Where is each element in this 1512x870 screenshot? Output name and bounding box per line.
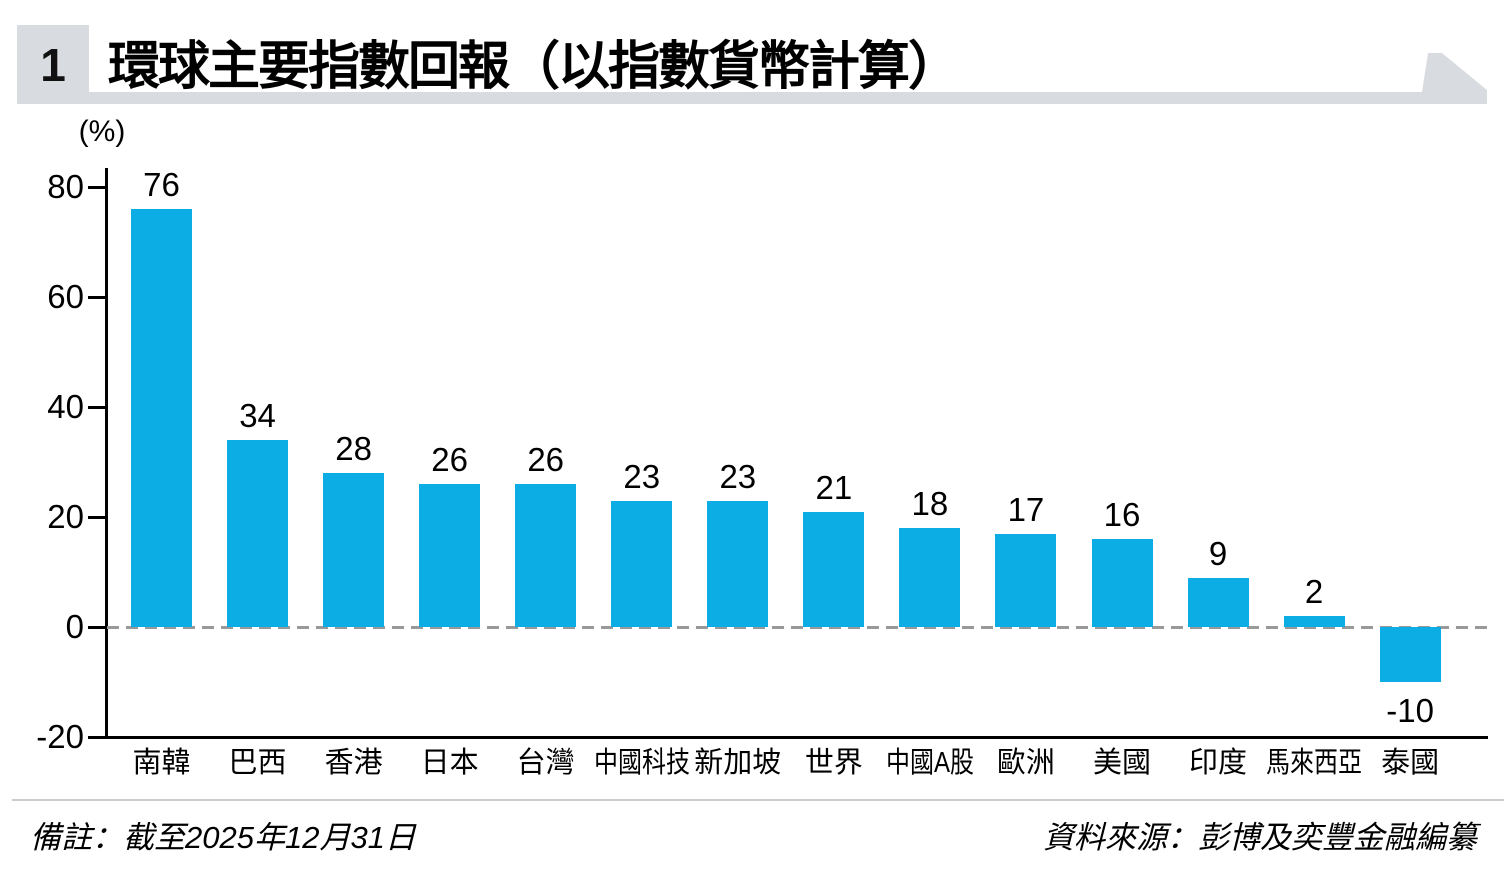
header-underline-band — [17, 92, 1430, 104]
bar-6 — [707, 500, 769, 627]
bar-value-label-13: -10 — [1386, 692, 1434, 729]
y-tick-label-60: 60 — [47, 278, 84, 315]
y-tick-label-0: 0 — [65, 608, 84, 645]
bar-value-label-3: 26 — [431, 441, 468, 478]
bar-value-label-5: 23 — [623, 457, 661, 495]
bar-9 — [995, 533, 1057, 627]
bar-value-label-12: 2 — [1304, 573, 1324, 610]
bar-category-label-6: 新加坡 — [694, 747, 782, 779]
figure-number: 1 — [40, 38, 66, 91]
x-axis-line — [88, 736, 1488, 739]
footer-divider — [12, 799, 1504, 801]
y-tick-mark-0 — [88, 625, 107, 629]
bar-category-label-10: 美國 — [1092, 747, 1151, 779]
bar-category-label-5: 中國科技 — [593, 747, 690, 779]
bar-3 — [419, 484, 481, 627]
bar-value-label-4: 26 — [527, 441, 565, 478]
bar-value-label-9: 17 — [1007, 490, 1045, 528]
y-tick-label-20: 20 — [47, 498, 84, 535]
y-tick-mark-60 — [88, 295, 107, 299]
bar-value-label-0: 76 — [143, 166, 180, 203]
bar-category-label-8: 中國A股 — [885, 747, 974, 779]
chart-title: 環球主要指數回報（以指數貨幣計算） — [108, 38, 960, 96]
y-tick-label--20: -20 — [36, 718, 84, 755]
y-tick-mark-80 — [88, 185, 107, 189]
y-tick-mark-20 — [88, 515, 107, 519]
bar-8 — [899, 528, 961, 627]
bar-4 — [515, 484, 577, 627]
bar-category-label-4: 台灣 — [516, 747, 575, 779]
y-tick-label-40: 40 — [47, 388, 84, 425]
bar-category-label-13: 泰國 — [1381, 747, 1440, 779]
zero-baseline-dashed-line — [107, 626, 1488, 629]
bar-12 — [1283, 616, 1345, 627]
y-axis-line — [105, 168, 108, 737]
y-axis-unit-label: (%) — [78, 115, 126, 148]
footer-note: 備註：截至2025年12月31日 — [30, 820, 416, 855]
bar-10 — [1091, 539, 1153, 627]
bar-category-label-0: 南韓 — [132, 747, 191, 779]
bar-category-label-3: 日本 — [420, 747, 479, 779]
bar-category-label-9: 歐洲 — [996, 747, 1055, 779]
footer-source: 資料來源：彭博及奕豐金融編纂 — [1043, 820, 1477, 855]
bar-category-label-2: 香港 — [324, 747, 383, 779]
bar-category-label-7: 世界 — [804, 747, 863, 779]
bar-1 — [227, 440, 289, 627]
bar-category-label-11: 印度 — [1189, 747, 1248, 779]
bar-value-label-10: 16 — [1103, 496, 1141, 533]
bar-value-label-6: 23 — [719, 457, 757, 495]
bar-category-label-1: 巴西 — [228, 747, 287, 779]
bar-value-label-1: 34 — [239, 397, 276, 434]
bar-value-label-7: 21 — [815, 468, 853, 506]
y-tick-mark-40 — [88, 405, 107, 409]
bar-5 — [611, 500, 673, 627]
bar-7 — [803, 511, 865, 627]
bar-2 — [323, 473, 385, 627]
y-tick-label-80: 80 — [47, 168, 84, 205]
bar-11 — [1187, 577, 1249, 627]
bar-value-label-2: 28 — [335, 430, 372, 467]
bar-value-label-11: 9 — [1208, 534, 1228, 572]
figure-number-badge: 1 — [17, 25, 89, 104]
header-swoosh-shape — [1422, 53, 1487, 104]
bar-category-label-12: 馬來西亞 — [1266, 747, 1363, 779]
bar-0 — [131, 209, 192, 627]
bar-13 — [1379, 627, 1441, 682]
bar-value-label-8: 18 — [911, 485, 949, 522]
